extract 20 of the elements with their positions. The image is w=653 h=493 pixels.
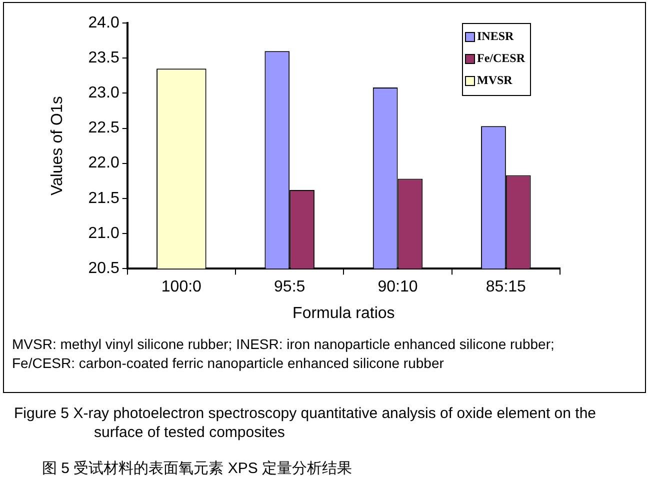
y-tick-label: 22.5 — [88, 120, 120, 137]
x-tick-label: 95:5 — [274, 278, 306, 296]
caption: 图 5 受试材料的表面氧元素 XPS 定量分析结果 — [42, 459, 352, 478]
y-tick-label: 22.0 — [88, 154, 120, 172]
x-tick-label: 85:15 — [486, 278, 526, 296]
legend-label: MVSR — [477, 73, 513, 88]
x-tick-label: 100:0 — [161, 278, 202, 296]
y-tick-label: 21.5 — [88, 190, 120, 207]
caption: Figure 5 X-ray photoelectron spectroscopy quantitative analysis of oxide element on the surface of tested composites — [14, 404, 597, 442]
y-tick-label: 24.0 — [88, 14, 120, 32]
y-tick-label: 23.0 — [88, 84, 120, 102]
y-axis-title: Values of O1s — [49, 96, 66, 196]
x-tick-label: 90:10 — [378, 278, 418, 296]
y-tick-label: 21.0 — [88, 224, 120, 242]
y-tick-label: 23.5 — [88, 49, 120, 66]
legend-label: INESR — [477, 29, 514, 44]
y-tick-label: 20.5 — [88, 260, 120, 278]
x-axis-title: Formula ratios — [292, 304, 395, 322]
text: MVSR: methyl vinyl silicone rubber; INESR: iron nanoparticle enhanced silicone rubber; Fe/CESR: carbon-coated ferric nanoparticle enhanced silicone rubber — [12, 335, 556, 373]
legend-label: Fe/CESR — [477, 51, 526, 66]
